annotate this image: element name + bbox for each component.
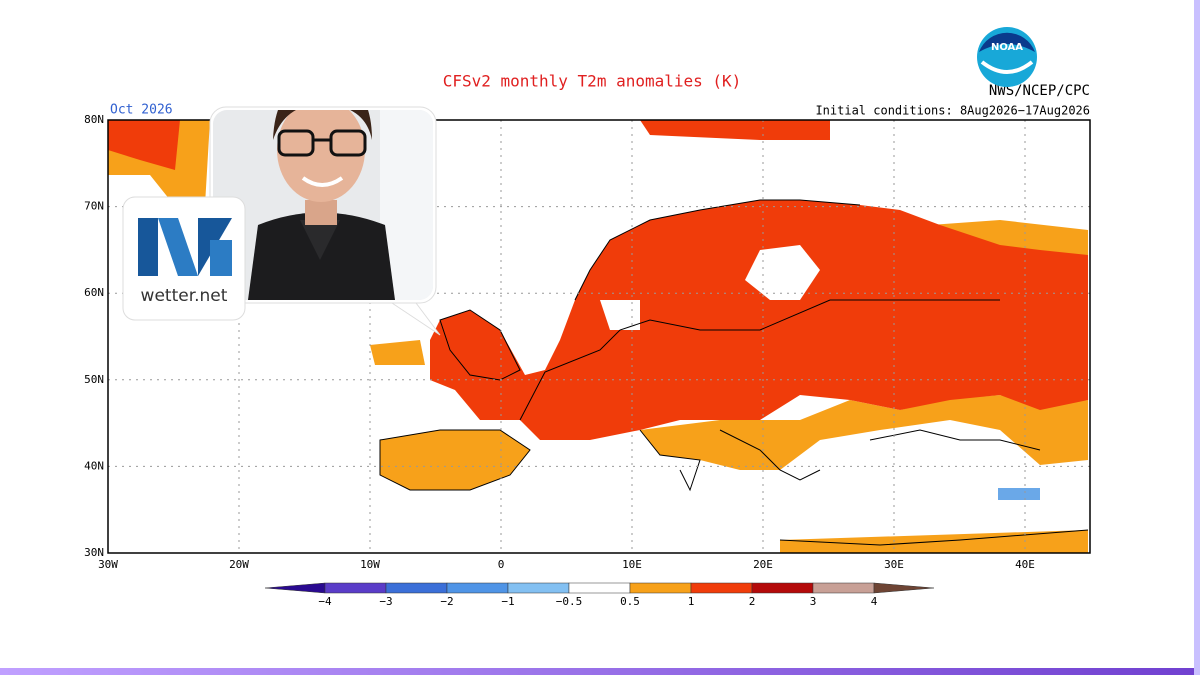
lat-label: 70N [84, 200, 104, 213]
presenter-card [209, 106, 441, 336]
colorbar-box [568, 582, 631, 594]
lon-label: 30W [98, 558, 118, 571]
colorbar-box [507, 582, 570, 594]
lon-label: 30E [884, 558, 904, 571]
colorbar-label: 2 [749, 595, 756, 608]
map-title: CFSv2 monthly T2m anomalies (K) [443, 72, 742, 91]
logo-card: wetter.net [122, 196, 246, 321]
colorbar-label: −4 [318, 595, 332, 608]
colorbar-box [446, 582, 509, 594]
lon-label: 20W [229, 558, 249, 571]
lon-label: 10E [622, 558, 642, 571]
colorbar-box [751, 582, 814, 594]
agency-label: NWS/NCEP/CPC [989, 83, 1090, 99]
colorbar-label: −3 [379, 595, 392, 608]
bottom-edge [0, 668, 1200, 675]
right-edge [1194, 0, 1200, 675]
map-frame [107, 119, 1091, 554]
colorbar-label: −1 [501, 595, 514, 608]
lat-label: 60N [84, 286, 104, 299]
map-field [108, 120, 1090, 553]
init-conditions: Initial conditions: 8Aug2026−17Aug2026 [815, 104, 1090, 118]
colorbar-box [385, 582, 448, 594]
lat-label: 50N [84, 373, 104, 386]
colorbar-box [690, 582, 753, 594]
svg-text:NOAA: NOAA [991, 42, 1023, 53]
lat-label: 80N [84, 113, 104, 126]
logo-text: wetter.net [141, 286, 228, 306]
colorbar-label: 0.5 [620, 595, 640, 608]
colorbar-box [629, 582, 692, 594]
colorbar-label: 4 [871, 595, 878, 608]
month-label: Oct 2026 [110, 103, 173, 118]
colorbar-box [812, 582, 875, 594]
lon-label: 40E [1015, 558, 1035, 571]
colorbar-label: −0.5 [556, 595, 583, 608]
colorbar-box [324, 582, 387, 594]
colorbar: −4 −3 −2 −1 −0.5 0.5 1 2 3 4 [264, 582, 935, 608]
colorbar-label: 1 [688, 595, 695, 608]
lon-label: 20E [753, 558, 773, 571]
lat-label: 40N [84, 459, 104, 472]
lon-label: 0 [498, 558, 505, 571]
colorbar-label: 3 [810, 595, 817, 608]
colorbar-arrow [873, 582, 935, 594]
colorbar-label: −2 [440, 595, 453, 608]
noaa-logo: NOAA [977, 27, 1037, 87]
lat-label: 30N [84, 546, 104, 559]
lon-label: 10W [360, 558, 380, 571]
colorbar-arrow [264, 582, 326, 594]
